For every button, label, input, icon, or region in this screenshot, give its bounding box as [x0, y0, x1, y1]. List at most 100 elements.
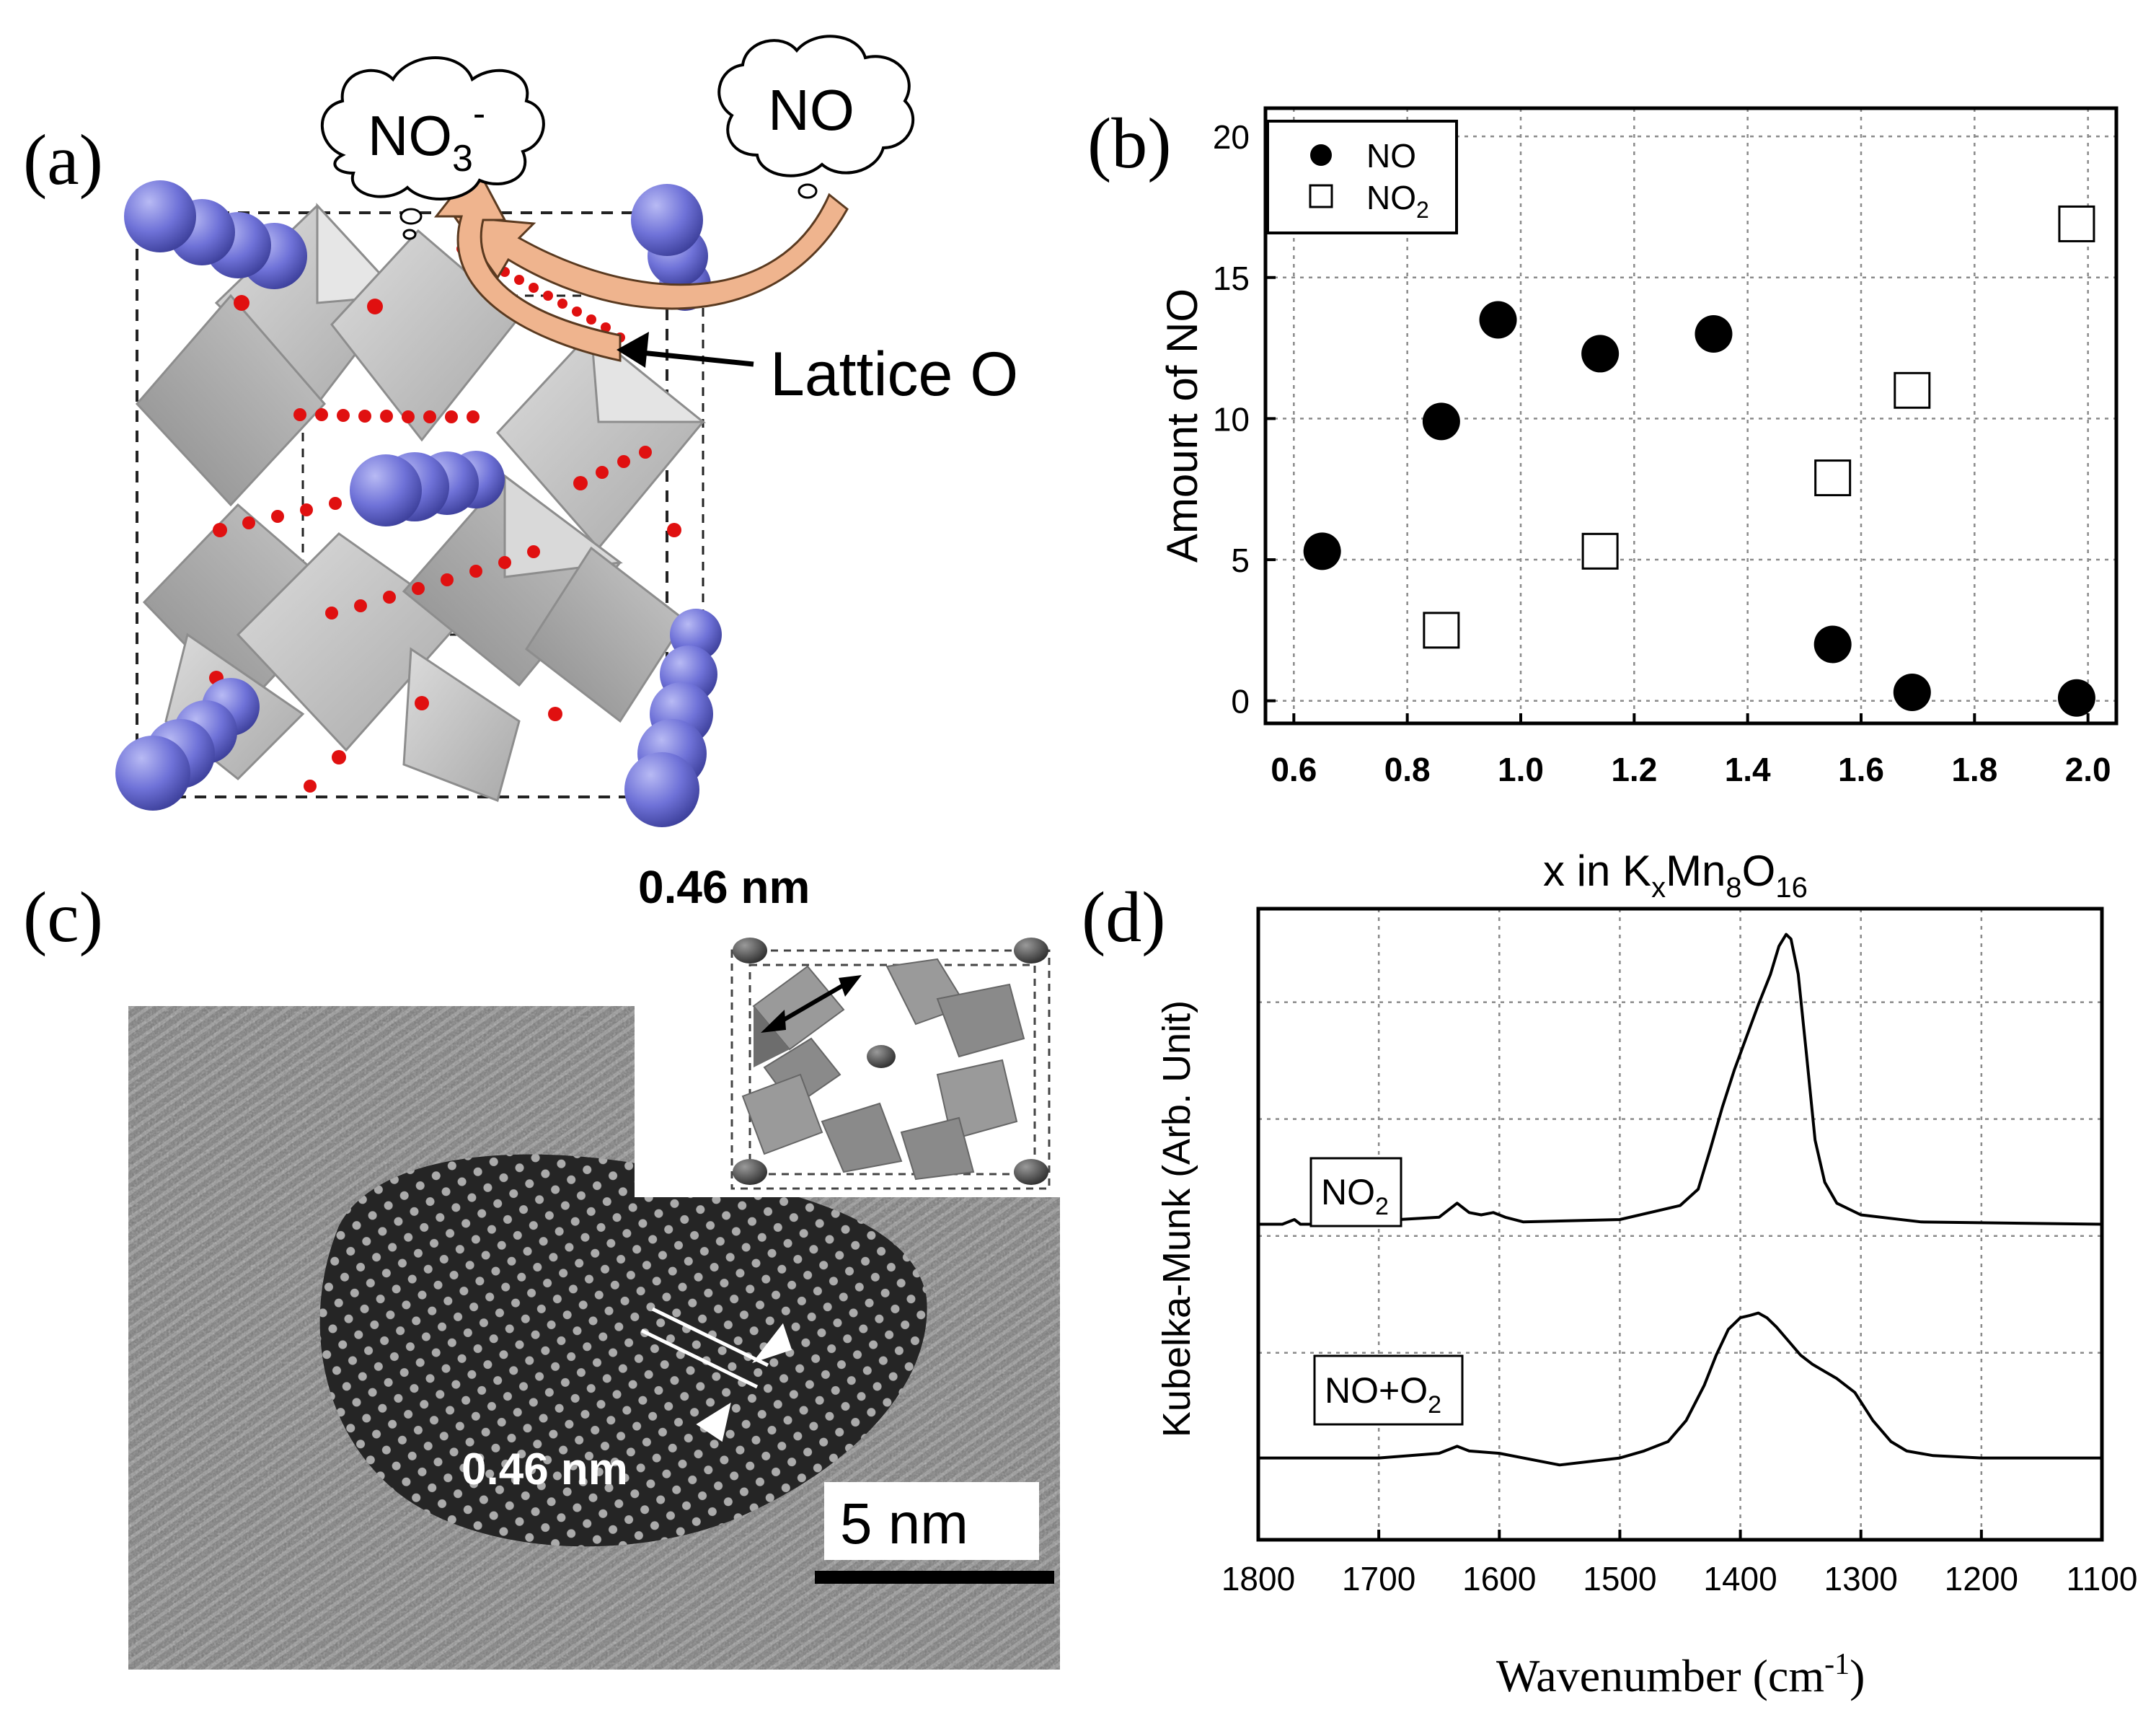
chart-b-xtick-label-6: 1.8 [1951, 751, 1997, 788]
lattice-spacing-marker [640, 1307, 792, 1442]
inset-title: 0.46 nm [638, 861, 810, 913]
chart-d-lines [1258, 933, 2102, 1467]
chart-d-ylabel: Kubelka-Munk (Arb. Unit) [1155, 1000, 1198, 1437]
chart-b-point-no2-2 [1814, 459, 1852, 497]
chart-b-ytick-label-4: 20 [1213, 118, 1250, 156]
no3-superscript: - [473, 93, 485, 135]
panel-label-b: (b) [1087, 103, 1172, 183]
legend-label-no2: NO [1366, 179, 1416, 216]
series-label-no-o2: NO+O2 [1313, 1354, 1464, 1426]
legend-label-no: NO [1366, 137, 1416, 175]
legend-box [1266, 120, 1458, 234]
chart-b-frame [1263, 106, 2119, 726]
k-chain-bottom-left [115, 678, 260, 811]
chart-d-xtick-label-2: 1600 [1462, 1560, 1536, 1597]
tem-inset: 0.46 nm [635, 861, 1064, 1197]
no3-cloud: NO3- [320, 56, 545, 240]
xlabel-b-sub-16: 16 [1775, 872, 1808, 904]
chart-b-xtick-label-7: 2.0 [2065, 751, 2111, 788]
scale-bar: 5 nm [815, 1482, 1054, 1584]
panel-label-d: (d) [1082, 877, 1166, 957]
panel-c: (c) [23, 861, 1064, 1670]
chart-b-ytick-label-0: 0 [1231, 683, 1250, 720]
chart-b-xtick-label-1: 0.8 [1384, 751, 1431, 788]
oxygen-atoms [209, 244, 681, 793]
chart-b-point-no-5 [1813, 625, 1852, 664]
lattice-o-pointer [617, 332, 754, 368]
series-label-no2: NO2 [1309, 1157, 1402, 1227]
chart-b-xlabel: x in KxMn8O16 [1543, 847, 1808, 904]
xlabel-b-mn: Mn [1666, 847, 1726, 895]
scalebar-line [815, 1571, 1054, 1584]
chart-d-xtick-label-1: 1700 [1342, 1560, 1415, 1597]
tem-image [128, 1006, 1060, 1670]
no3-text: NO [368, 104, 452, 167]
panel-label-c: (c) [23, 877, 103, 957]
chart-b-xtick-label-4: 1.4 [1725, 751, 1771, 788]
chart-d-xtick-label-5: 1300 [1824, 1560, 1898, 1597]
chart-d-xtick-label-0: 1800 [1221, 1560, 1295, 1597]
chart-d-xlabel: Wavenumber (cm-1) [1496, 1648, 1865, 1701]
xlabel-d-sup: -1 [1824, 1648, 1850, 1681]
chart-b-points [1303, 205, 2095, 717]
chart-b-point-no2-4 [2058, 205, 2095, 242]
k-chain-bottom-right [624, 609, 722, 827]
xlabel-d-post: ) [1850, 1650, 1865, 1701]
chart-b-point-no-7 [2057, 679, 2095, 717]
chart-d-xtick-label-6: 1200 [1945, 1560, 2018, 1597]
chart-b-ytick-label-1: 5 [1231, 542, 1250, 579]
chart-b-point-no-1 [1422, 402, 1460, 441]
panel-a: (a) [23, 35, 1018, 827]
chart-b-point-no-4 [1695, 315, 1733, 353]
chart-d: 1800 1700 1600 1500 1400 1300 1200 1100 [1221, 909, 2138, 1597]
chart-b-xtick-label-3: 1.2 [1611, 751, 1657, 788]
chart-d-frame [1256, 907, 2104, 1542]
chart-b-point-no-3 [1581, 335, 1620, 373]
crystal-structure: Lattice O NO3- NO [115, 35, 1018, 827]
xlabel-d-pre: Wavenumber (cm [1496, 1650, 1824, 1701]
legend-label-no2-sub: 2 [1416, 197, 1429, 223]
chart-b-point-no2-3 [1894, 371, 1931, 409]
panel-b: (b) 0.6 0.8 1.0 1.2 1.4 1.6 1.8 2.0 0 5 10 15 20 NO … [1087, 103, 2119, 904]
chart-b-xtick-label-2: 1.0 [1498, 751, 1544, 788]
chart-b-point-no-0 [1303, 532, 1341, 570]
lattice-o-label: Lattice O [770, 340, 1018, 409]
label-noo2-text: NO+O [1325, 1370, 1428, 1411]
chart-b-xtick-label-5: 1.6 [1838, 751, 1884, 788]
chart-b-ytick-label-3: 15 [1213, 260, 1250, 297]
nanoparticle [319, 1154, 927, 1547]
no-cloud-text: NO [768, 78, 854, 142]
chart-d-xtick-label-3: 1500 [1583, 1560, 1656, 1597]
no-cloud: NO [717, 35, 915, 199]
chart-b-legend: NO NO2 [1266, 120, 1458, 234]
chart-d-xtick-label-4: 1400 [1703, 1560, 1777, 1597]
svg-text:NO2: NO2 [1321, 1172, 1389, 1220]
legend-marker-no [1310, 144, 1332, 166]
panel-label-a: (a) [23, 120, 103, 200]
xlabel-b-sub-x: x [1651, 872, 1666, 904]
chart-b-point-no2-1 [1581, 532, 1619, 570]
label-no2-sub: 2 [1375, 1193, 1389, 1220]
k-chain-center [350, 451, 505, 526]
chart-d-xtick-label-7: 1100 [2067, 1560, 2138, 1597]
scalebar-label: 5 nm [840, 1491, 968, 1556]
svg-text:NO2: NO2 [1366, 179, 1429, 223]
no3-subscript: 3 [452, 138, 473, 180]
xlabel-b-pre: x in K [1543, 847, 1651, 895]
xlabel-b-o: O [1742, 847, 1776, 895]
chart-b-ylabel: Amount of NO [1158, 288, 1206, 563]
panel-d: (d) 1800 1700 1600 1500 1400 1300 1200 1100 NO2… [1082, 877, 2137, 1701]
chart-d-series-no-o2 [1258, 1311, 2102, 1467]
spacing-label: 0.46 nm [461, 1445, 628, 1494]
k-chain-top-left [124, 180, 307, 289]
xlabel-b-sub-8: 8 [1726, 872, 1741, 904]
chart-d-series-no2 [1258, 933, 2102, 1226]
chart-b-point-no2-0 [1423, 612, 1460, 649]
chart-b-point-no-2 [1479, 301, 1517, 339]
legend-marker-no2 [1309, 184, 1333, 208]
svg-text:NO+O2: NO+O2 [1325, 1370, 1441, 1419]
chart-b: 0.6 0.8 1.0 1.2 1.4 1.6 1.8 2.0 0 5 10 15 20 [1213, 108, 2116, 788]
chart-b-point-no-6 [1893, 673, 1931, 711]
chart-b-xtick-label-0: 0.6 [1271, 751, 1317, 788]
